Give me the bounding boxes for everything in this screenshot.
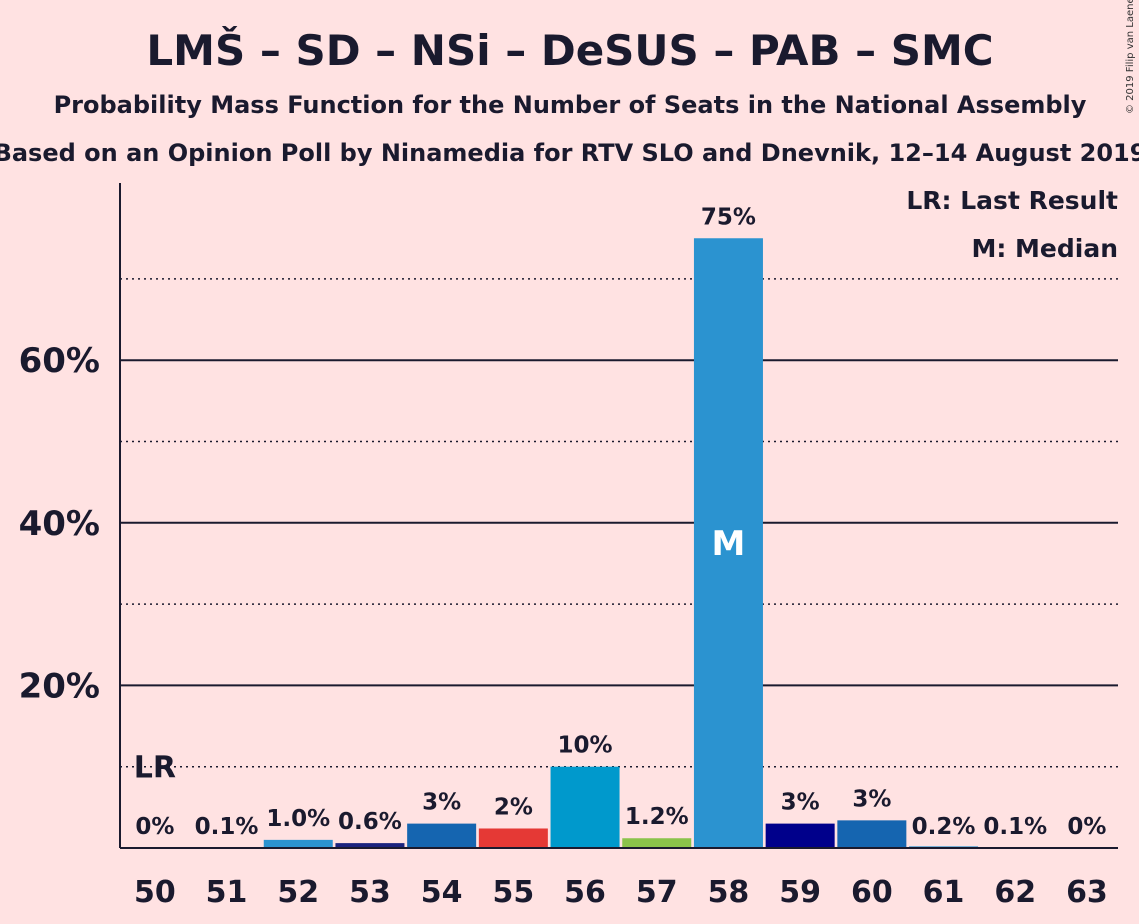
x-tick-label: 56 <box>564 875 606 910</box>
x-tick-label: 59 <box>779 875 821 910</box>
bar <box>550 766 620 848</box>
bar <box>263 839 333 848</box>
median-marker: M <box>712 524 746 564</box>
data-label: 10% <box>558 733 613 759</box>
axes: 20% 40% 60% 50 51 52 53 54 55 56 57 58 59 60 61 62 63 <box>19 183 1118 910</box>
data-label: 0% <box>135 814 174 840</box>
bar <box>693 238 763 848</box>
x-tick-label: 60 <box>851 875 893 910</box>
x-tick-label: 62 <box>994 875 1036 910</box>
last-result-marker: LR <box>134 751 176 786</box>
data-label: 0.1% <box>195 814 259 840</box>
x-tick-label: 55 <box>492 875 534 910</box>
bar <box>478 828 548 848</box>
legend-median: M: Median <box>971 234 1118 263</box>
y-tick-label: 60% <box>19 341 100 381</box>
data-label: 0.2% <box>912 814 976 840</box>
x-tick-label: 52 <box>277 875 319 910</box>
data-label: 0.1% <box>983 814 1047 840</box>
bar <box>837 820 907 848</box>
gridlines <box>120 278 1118 768</box>
x-tick-label: 50 <box>134 875 176 910</box>
y-tick-label: 40% <box>19 504 100 544</box>
x-tick-label: 51 <box>206 875 248 910</box>
x-tick-label: 57 <box>636 875 678 910</box>
bar <box>407 823 477 848</box>
data-label: 1.0% <box>266 806 330 832</box>
data-label: 3% <box>422 790 461 816</box>
data-label: 75% <box>701 204 756 230</box>
chart-title: LMŠ – SD – NSi – DeSUS – PAB – SMC <box>146 25 993 75</box>
x-tick-label: 63 <box>1066 875 1108 910</box>
chart-subtitle: Probability Mass Function for the Number… <box>54 91 1087 119</box>
data-label: 1.2% <box>625 804 689 830</box>
data-label: 0% <box>1067 814 1106 840</box>
legend-last-result: LR: Last Result <box>906 186 1118 215</box>
x-tick-label: 54 <box>421 875 463 910</box>
copyright-notice: © 2019 Filip van Laenen <box>1125 0 1136 114</box>
x-tick-label: 61 <box>923 875 965 910</box>
bar <box>335 843 405 848</box>
x-tick-label: 58 <box>708 875 750 910</box>
data-label: 2% <box>494 794 533 820</box>
data-label: 3% <box>852 786 891 812</box>
y-tick-label: 20% <box>19 666 100 706</box>
data-labels: 0% 0.1% 1.0% 0.6% 3% 2% 10% 1.2% 75% M 3% 3% 0.2% 0.1… <box>134 204 1107 840</box>
x-tick-label: 53 <box>349 875 391 910</box>
bar <box>765 823 835 848</box>
data-label: 0.6% <box>338 809 402 835</box>
bar <box>622 838 692 848</box>
chart-source-note: Based on an Opinion Poll by Ninamedia fo… <box>0 139 1139 167</box>
bars <box>192 238 1050 848</box>
data-label: 3% <box>781 790 820 816</box>
